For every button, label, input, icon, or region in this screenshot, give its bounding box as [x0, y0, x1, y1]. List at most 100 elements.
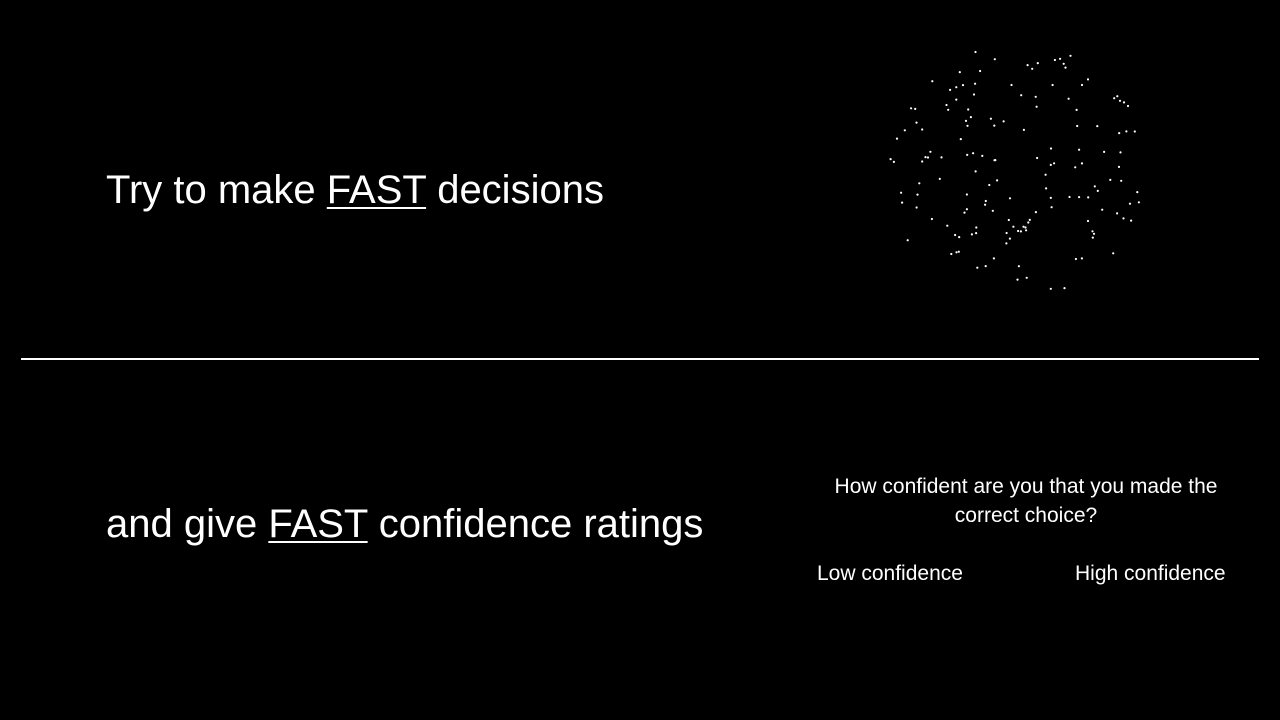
- stimulus-dot: [1049, 196, 1052, 199]
- stimulus-dot: [1026, 64, 1029, 67]
- stimulus-dot: [975, 226, 978, 229]
- stimulus-dot: [981, 154, 984, 157]
- stimulus-dot: [972, 152, 975, 155]
- stimulus-dot: [1133, 130, 1136, 133]
- stimulus-dot: [1086, 219, 1090, 223]
- stimulus-dot: [1091, 236, 1094, 239]
- stimulus-dot: [1035, 105, 1038, 108]
- stimulus-dot: [1045, 187, 1048, 190]
- stimulus-dot: [958, 71, 961, 74]
- stimulus-dot: [1022, 128, 1025, 131]
- stimulus-dot: [993, 58, 996, 61]
- stimulus-dot: [1116, 212, 1119, 215]
- stimulus-dot: [1051, 83, 1054, 87]
- stimulus-dot: [1074, 257, 1077, 261]
- stimulus-dot: [984, 265, 987, 268]
- stimulus-dot: [969, 116, 972, 119]
- stimulus-dot: [1007, 218, 1010, 222]
- stimulus-dot: [1137, 201, 1140, 204]
- confidence-instruction-after: confidence ratings: [367, 502, 704, 546]
- stimulus-dot: [1024, 226, 1027, 229]
- decision-instruction: Try to make FAST decisions: [106, 166, 604, 214]
- stimulus-dot: [1122, 101, 1126, 104]
- stimulus-dot: [1012, 225, 1015, 228]
- stimulus-dot: [1017, 229, 1020, 233]
- stimulus-dot: [974, 50, 977, 54]
- confidence-instruction-emphasis: FAST: [268, 502, 368, 546]
- stimulus-dot: [1116, 95, 1119, 98]
- decision-instruction-after: decisions: [426, 168, 604, 212]
- stimulus-dot: [938, 177, 941, 180]
- stimulus-dot: [1068, 195, 1071, 199]
- stimulus-dot: [994, 159, 997, 162]
- stimulus-dot: [1017, 265, 1020, 268]
- stimulus-dot: [916, 193, 919, 196]
- stimulus-dot: [976, 266, 979, 269]
- stimulus-dot: [1074, 166, 1077, 169]
- stimulus-dot: [974, 170, 977, 173]
- stimulus-dot: [1117, 165, 1121, 168]
- stimulus-dot: [1064, 66, 1067, 69]
- stimulus-dot: [926, 156, 930, 159]
- stimulus-dot: [1103, 150, 1106, 153]
- stimulus-dot: [954, 233, 957, 237]
- stimulus-dot: [1044, 173, 1047, 176]
- stimulus-dot: [1125, 130, 1128, 133]
- decision-instruction-before: Try to make: [106, 168, 327, 212]
- stimulus-dot: [975, 232, 978, 235]
- stimulus-dot: [1053, 162, 1056, 165]
- stimulus-dot: [915, 121, 918, 124]
- stimulus-dot: [906, 239, 909, 242]
- stimulus-dot: [965, 208, 968, 211]
- stimulus-dot: [979, 69, 982, 73]
- confidence-instruction-before: and give: [106, 502, 269, 546]
- stimulus-dot: [1136, 191, 1139, 194]
- random-dot-stimulus: [889, 50, 1140, 290]
- stimulus-dot: [889, 158, 892, 161]
- stimulus-dot: [901, 201, 904, 204]
- stimulus-dot: [1059, 57, 1062, 60]
- stimulus-dot: [1027, 221, 1030, 224]
- section-divider: [21, 358, 1259, 360]
- stimulus-dot: [1086, 78, 1090, 81]
- stimulus-dot: [1101, 208, 1104, 211]
- stimulus-dot: [1031, 67, 1034, 70]
- stimulus-dot: [1034, 95, 1037, 98]
- decision-instruction-emphasis: FAST: [326, 168, 427, 212]
- stimulus-dot: [1096, 189, 1099, 192]
- stimulus-dot: [955, 98, 958, 101]
- stimulus-dot: [1063, 287, 1066, 290]
- stimulus-dot: [1130, 219, 1133, 222]
- stimulus-dot: [955, 251, 958, 254]
- stimulus-dot: [1093, 185, 1096, 188]
- stimulus-dot: [918, 182, 921, 185]
- low-confidence-label: Low confidence: [817, 562, 963, 585]
- stimulus-dot: [914, 107, 917, 110]
- stimulus-dot: [946, 224, 949, 227]
- stimulus-dot: [1120, 179, 1123, 182]
- stimulus-dot: [895, 137, 899, 140]
- stimulus-dot: [974, 82, 977, 85]
- stimulus-dot: [1005, 242, 1008, 245]
- stimulus-dot: [929, 150, 932, 153]
- stimulus-dot: [1025, 229, 1028, 232]
- stimulus-dot: [1126, 104, 1130, 108]
- stimulus-dot: [1016, 278, 1019, 281]
- stimulus-dot: [950, 252, 953, 256]
- stimulus-dot: [1109, 178, 1112, 181]
- stimulus-dot: [910, 107, 913, 110]
- stimulus-dot: [1053, 58, 1056, 62]
- stimulus-dot: [1049, 147, 1053, 150]
- stimulus-dot: [988, 183, 991, 187]
- stimulus-dot: [1076, 124, 1079, 128]
- stimulus-dot: [993, 124, 996, 127]
- stimulus-dot: [915, 206, 918, 209]
- stimulus-dot: [966, 124, 969, 127]
- stimulus-dot: [955, 86, 958, 89]
- stimulus-dot: [1092, 232, 1096, 235]
- stimulus-dot: [1075, 108, 1078, 111]
- stimulus-dot: [940, 156, 943, 159]
- confidence-instruction: and give FAST confidence ratings: [106, 500, 703, 548]
- stimulus-dot: [959, 138, 962, 141]
- stimulus-dot: [957, 250, 960, 253]
